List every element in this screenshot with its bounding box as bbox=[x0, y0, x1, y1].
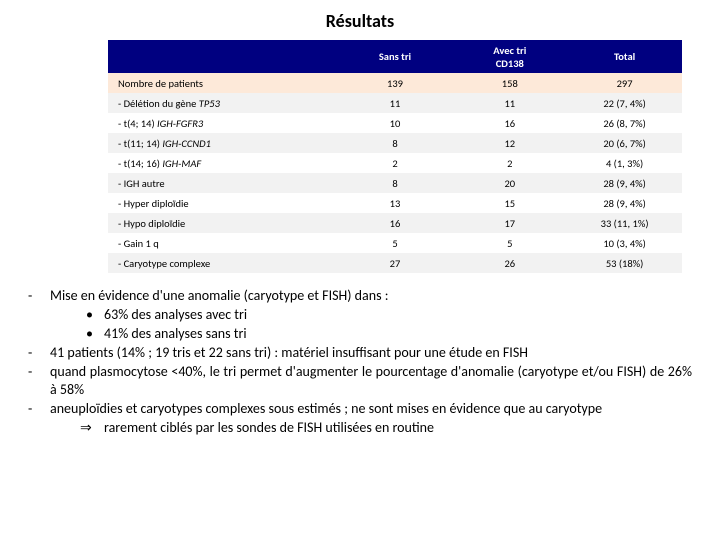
table-row: - t(4; 14) IGH-FGFR3101626 (8, 7%) bbox=[108, 113, 682, 133]
bullet-list: - Mise en évidence d'une anomalie (caryo… bbox=[0, 273, 720, 438]
table-row: - Caryotype complexe272653 (18%) bbox=[108, 253, 682, 273]
arrow-bullet-text: rarement ciblés par les sondes de FISH u… bbox=[104, 419, 434, 438]
table-row: - Hypo diploïdie161733 (11, 1%) bbox=[108, 213, 682, 233]
cell: 20 (6, 7%) bbox=[567, 133, 682, 153]
cell: 297 bbox=[567, 73, 682, 93]
cell: 15 bbox=[452, 193, 567, 213]
sub-bullet-text: 41% des analyses sans tri bbox=[104, 325, 247, 344]
cell: 26 bbox=[452, 253, 567, 273]
table-row: - t(14; 16) IGH-MAF224 (1, 3%) bbox=[108, 153, 682, 173]
table-row: - Hyper diploïdie131528 (9, 4%) bbox=[108, 193, 682, 213]
bullet-text: quand plasmocytose <40%, le tri permet d… bbox=[50, 363, 692, 401]
row-label: - t(4; 14) IGH-FGFR3 bbox=[108, 113, 338, 133]
dash-icon: - bbox=[28, 400, 50, 419]
arrow-icon: ⇒ bbox=[80, 419, 104, 438]
table-row: - t(11; 14) IGH-CCND181220 (6, 7%) bbox=[108, 133, 682, 153]
arrow-bullet-item: ⇒ rarement ciblés par les sondes de FISH… bbox=[28, 419, 692, 438]
cell: 27 bbox=[338, 253, 453, 273]
row-label: - Caryotype complexe bbox=[108, 253, 338, 273]
row-label: Nombre de patients bbox=[108, 73, 338, 93]
bullet-item: - 41 patients (14% ; 19 tris et 22 sans … bbox=[28, 344, 692, 363]
bullet-text: 41 patients (14% ; 19 tris et 22 sans tr… bbox=[50, 344, 692, 363]
sub-bullet-item: • 63% des analyses avec tri bbox=[28, 306, 692, 325]
dot-icon: • bbox=[86, 306, 104, 325]
table-row: - Gain 1 q5510 (3, 4%) bbox=[108, 233, 682, 253]
row-label: - Gain 1 q bbox=[108, 233, 338, 253]
row-label: - Délétion du gène TP53 bbox=[108, 93, 338, 113]
row-label: - IGH autre bbox=[108, 173, 338, 193]
cell: 11 bbox=[452, 93, 567, 113]
dash-icon: - bbox=[28, 344, 50, 363]
cell: 10 (3, 4%) bbox=[567, 233, 682, 253]
cell: 26 (8, 7%) bbox=[567, 113, 682, 133]
cell: 28 (9, 4%) bbox=[567, 173, 682, 193]
col-header-empty bbox=[108, 40, 338, 73]
cell: 2 bbox=[338, 153, 453, 173]
bullet-item: - aneuploïdies et caryotypes complexes s… bbox=[28, 400, 692, 419]
page-title: Résultats bbox=[0, 0, 720, 40]
cell: 33 (11, 1%) bbox=[567, 213, 682, 233]
cell: 139 bbox=[338, 73, 453, 93]
results-table: Sans tri Avec tri CD138 Total Nombre de … bbox=[108, 40, 682, 273]
cell: 17 bbox=[452, 213, 567, 233]
cell: 28 (9, 4%) bbox=[567, 193, 682, 213]
table-header-row: Sans tri Avec tri CD138 Total bbox=[108, 40, 682, 73]
table-row: Nombre de patients139158297 bbox=[108, 73, 682, 93]
cell: 13 bbox=[338, 193, 453, 213]
dot-icon: • bbox=[86, 325, 104, 344]
cell: 11 bbox=[338, 93, 453, 113]
bullet-text: aneuploïdies et caryotypes complexes sou… bbox=[50, 400, 692, 419]
results-table-wrap: Sans tri Avec tri CD138 Total Nombre de … bbox=[0, 40, 720, 273]
table-row: - IGH autre82028 (9, 4%) bbox=[108, 173, 682, 193]
dash-icon: - bbox=[28, 363, 50, 401]
bullet-item: - Mise en évidence d'une anomalie (caryo… bbox=[28, 287, 692, 306]
row-label: - t(11; 14) IGH-CCND1 bbox=[108, 133, 338, 153]
cell: 5 bbox=[452, 233, 567, 253]
cell: 16 bbox=[452, 113, 567, 133]
cell: 4 (1, 3%) bbox=[567, 153, 682, 173]
col-header-avec-tri: Avec tri CD138 bbox=[452, 40, 567, 73]
table-row: - Délétion du gène TP53111122 (7, 4%) bbox=[108, 93, 682, 113]
cell: 8 bbox=[338, 133, 453, 153]
col-header-total: Total bbox=[567, 40, 682, 73]
bullet-text: Mise en évidence d'une anomalie (caryoty… bbox=[50, 287, 692, 306]
row-label: - t(14; 16) IGH-MAF bbox=[108, 153, 338, 173]
cell: 8 bbox=[338, 173, 453, 193]
bullet-item: - quand plasmocytose <40%, le tri permet… bbox=[28, 363, 692, 401]
cell: 20 bbox=[452, 173, 567, 193]
row-label: - Hyper diploïdie bbox=[108, 193, 338, 213]
cell: 5 bbox=[338, 233, 453, 253]
cell: 2 bbox=[452, 153, 567, 173]
cell: 12 bbox=[452, 133, 567, 153]
cell: 16 bbox=[338, 213, 453, 233]
dash-icon: - bbox=[28, 287, 50, 306]
cell: 10 bbox=[338, 113, 453, 133]
sub-bullet-item: • 41% des analyses sans tri bbox=[28, 325, 692, 344]
col-header-sans-tri: Sans tri bbox=[338, 40, 453, 73]
cell: 53 (18%) bbox=[567, 253, 682, 273]
cell: 22 (7, 4%) bbox=[567, 93, 682, 113]
row-label: - Hypo diploïdie bbox=[108, 213, 338, 233]
sub-bullet-text: 63% des analyses avec tri bbox=[104, 306, 247, 325]
cell: 158 bbox=[452, 73, 567, 93]
